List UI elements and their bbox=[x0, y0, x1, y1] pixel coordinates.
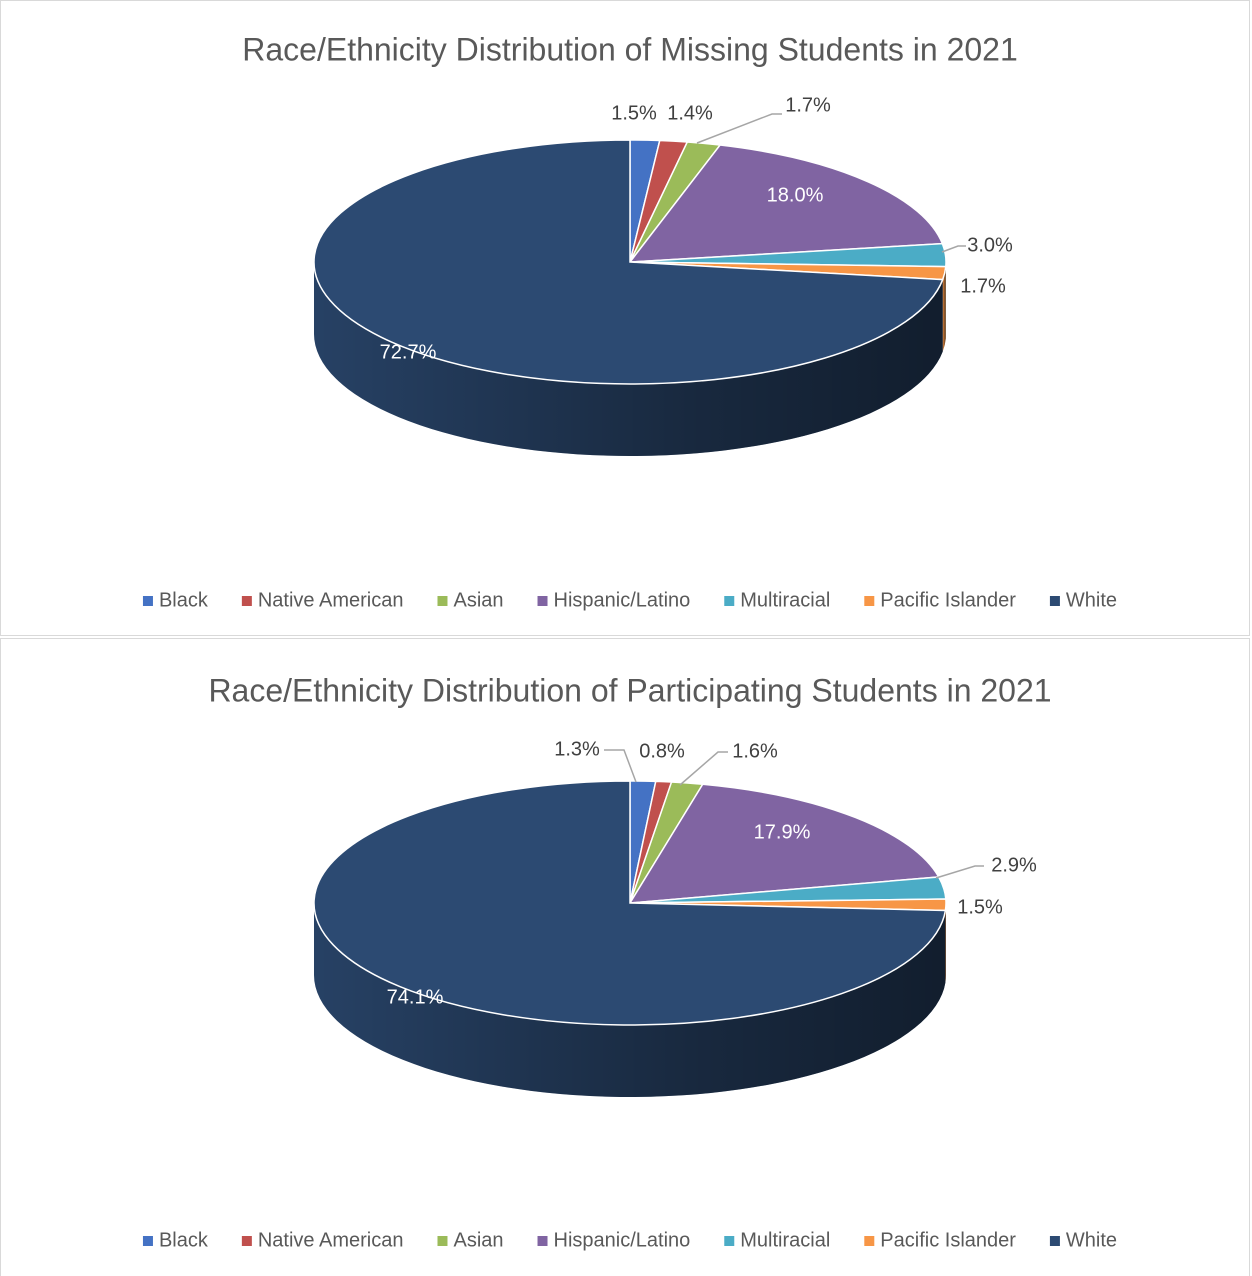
data-label: 1.3% bbox=[554, 738, 600, 760]
slice bbox=[628, 144, 944, 263]
legend: Black Native American Asian Hispanic/Latino… bbox=[142, 589, 1117, 611]
legend-label: Pacific Islander bbox=[880, 589, 1016, 611]
data-label: 1.7% bbox=[960, 275, 1006, 297]
legend-label: Pacific Islander bbox=[880, 1229, 1016, 1251]
data-label: 74.1% bbox=[387, 986, 444, 1008]
legend-marker bbox=[1049, 596, 1060, 606]
data-label: 72.7% bbox=[380, 341, 437, 363]
chart-title: Race/Ethnicity Distribution of Missing S… bbox=[242, 31, 1018, 67]
legend-label: White bbox=[1066, 1229, 1117, 1251]
side-shade bbox=[314, 903, 946, 1098]
legend-marker bbox=[537, 1236, 548, 1246]
data-label: 1.7% bbox=[785, 94, 831, 116]
chart-title: Race/Ethnicity Distribution of Participa… bbox=[208, 672, 1051, 708]
leader-line bbox=[696, 113, 782, 144]
slice bbox=[628, 783, 940, 904]
leader-line bbox=[604, 749, 637, 783]
slice bbox=[313, 780, 947, 1026]
legend-label: Asian bbox=[453, 1229, 503, 1251]
leader-line bbox=[941, 245, 966, 253]
legend-marker bbox=[437, 1236, 448, 1246]
data-label: 0.8% bbox=[639, 740, 685, 762]
legend-marker bbox=[142, 1236, 153, 1246]
pie-tops bbox=[313, 139, 947, 385]
legend-label: Black bbox=[159, 589, 209, 611]
side-shade bbox=[942, 266, 946, 352]
slice bbox=[313, 139, 944, 385]
data-label: 1.5% bbox=[611, 102, 657, 124]
data-label: 2.9% bbox=[991, 854, 1037, 876]
legend-label: Multiracial bbox=[740, 589, 830, 611]
legend-label: White bbox=[1066, 589, 1117, 611]
leader-line bbox=[935, 865, 984, 879]
legend-label: Hispanic/Latino bbox=[554, 1229, 691, 1251]
side-shade bbox=[945, 903, 946, 983]
pie-sides bbox=[314, 903, 946, 1098]
legend-label: Asian bbox=[453, 589, 503, 611]
data-label: 3.0% bbox=[967, 234, 1013, 256]
data-label: 1.4% bbox=[667, 102, 713, 124]
legend-marker bbox=[437, 596, 448, 606]
legend-marker bbox=[724, 596, 735, 606]
legend-marker bbox=[241, 1236, 252, 1246]
legend-marker bbox=[241, 596, 252, 606]
side-shade bbox=[314, 262, 943, 456]
legend-label: Multiracial bbox=[740, 1229, 830, 1251]
data-label: 17.9% bbox=[754, 821, 811, 843]
legend-marker bbox=[142, 596, 153, 606]
data-label: 18.0% bbox=[767, 184, 824, 206]
legend-marker bbox=[537, 596, 548, 606]
legend-label: Black bbox=[159, 1229, 209, 1251]
legend-label: Native American bbox=[258, 1229, 404, 1251]
pie-sides bbox=[314, 262, 946, 456]
data-label: 1.6% bbox=[732, 740, 778, 762]
data-label: 1.5% bbox=[957, 896, 1003, 918]
legend-marker bbox=[864, 1236, 875, 1246]
legend-marker bbox=[864, 596, 875, 606]
legend-label: Native American bbox=[258, 589, 404, 611]
chart-frame bbox=[0, 638, 1250, 1276]
legend-label: Hispanic/Latino bbox=[554, 589, 691, 611]
legend-marker bbox=[724, 1236, 735, 1246]
legend-marker bbox=[1049, 1236, 1060, 1246]
pie-tops bbox=[313, 780, 947, 1026]
legend: Black Native American Asian Hispanic/Latino… bbox=[142, 1229, 1117, 1251]
leader-line bbox=[679, 751, 728, 786]
chart-frame bbox=[0, 0, 1250, 636]
